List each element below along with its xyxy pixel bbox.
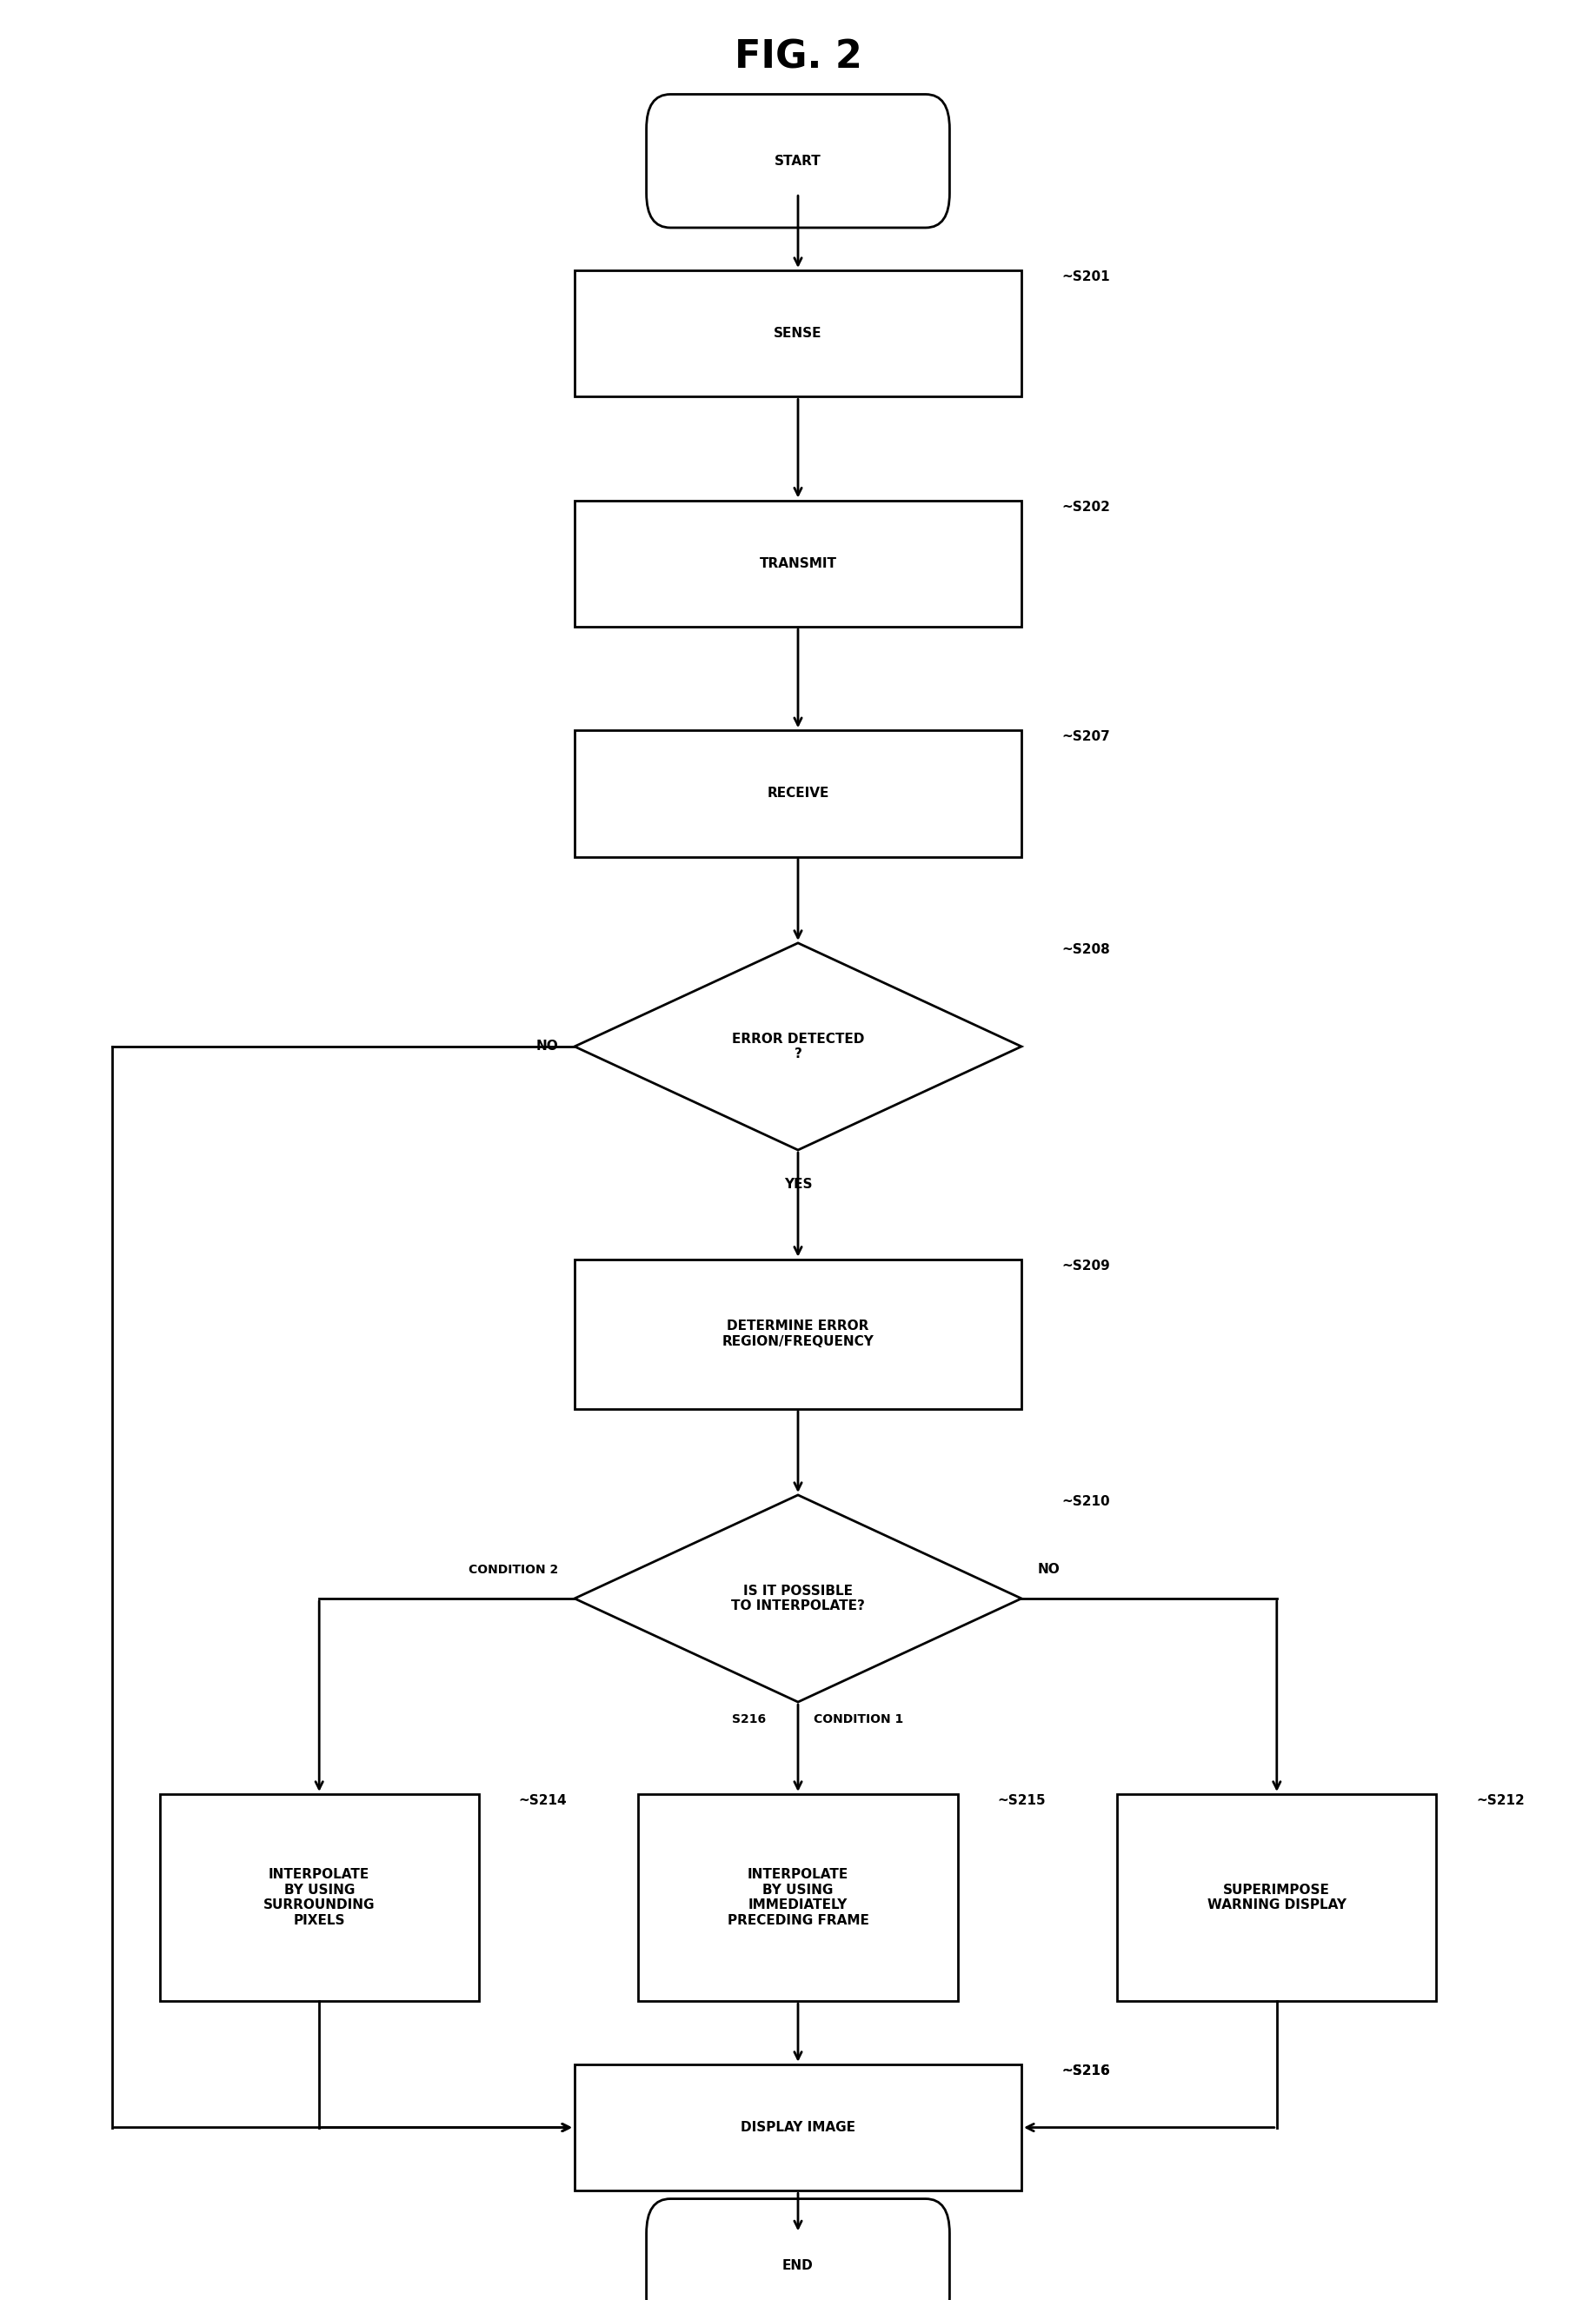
Text: DETERMINE ERROR
REGION/FREQUENCY: DETERMINE ERROR REGION/FREQUENCY	[721, 1320, 875, 1348]
Bar	[1117, 1794, 1436, 2001]
Text: INTERPOLATE
BY USING
SURROUNDING
PIXELS: INTERPOLATE BY USING SURROUNDING PIXELS	[263, 1868, 375, 1927]
FancyBboxPatch shape	[646, 2199, 950, 2300]
Text: TRANSMIT: TRANSMIT	[760, 557, 836, 570]
Text: ERROR DETECTED
?: ERROR DETECTED ?	[733, 1033, 863, 1060]
Text: ~S216: ~S216	[1061, 2065, 1109, 2077]
Bar	[638, 1794, 958, 2001]
Bar	[575, 2065, 1021, 2190]
Text: ~S201: ~S201	[1061, 271, 1109, 283]
Text: ~S214: ~S214	[519, 1794, 567, 1808]
Text: ~S212: ~S212	[1476, 1794, 1524, 1808]
Text: NO: NO	[536, 1040, 559, 1053]
Text: ~S215: ~S215	[998, 1794, 1045, 1808]
Text: END: END	[782, 2259, 814, 2272]
Bar	[575, 1260, 1021, 1408]
Text: SENSE: SENSE	[774, 327, 822, 340]
Polygon shape	[575, 1495, 1021, 1702]
Text: S216: S216	[733, 1714, 766, 1725]
Bar	[575, 269, 1021, 396]
Text: ~S207: ~S207	[1061, 731, 1109, 743]
Text: ~S208: ~S208	[1061, 943, 1109, 957]
Bar	[160, 1794, 479, 2001]
Text: ~S210: ~S210	[1061, 1495, 1109, 1509]
Text: INTERPOLATE
BY USING
IMMEDIATELY
PRECEDING FRAME: INTERPOLATE BY USING IMMEDIATELY PRECEDI…	[728, 1868, 868, 1927]
Text: SUPERIMPOSE
WARNING DISPLAY: SUPERIMPOSE WARNING DISPLAY	[1207, 1884, 1347, 1911]
Text: ~S216: ~S216	[1061, 2065, 1109, 2077]
Bar	[575, 499, 1021, 626]
Text: YES: YES	[784, 1178, 812, 1191]
Text: IS IT POSSIBLE
TO INTERPOLATE?: IS IT POSSIBLE TO INTERPOLATE?	[731, 1585, 865, 1612]
Text: DISPLAY IMAGE: DISPLAY IMAGE	[741, 2121, 855, 2134]
Text: CONDITION 2: CONDITION 2	[469, 1564, 559, 1576]
Text: FIG. 2: FIG. 2	[734, 39, 862, 76]
Bar	[575, 729, 1021, 856]
Text: START: START	[774, 154, 822, 168]
Text: ~S202: ~S202	[1061, 501, 1109, 513]
Text: NO: NO	[1037, 1562, 1060, 1576]
Text: ~S209: ~S209	[1061, 1260, 1109, 1272]
FancyBboxPatch shape	[646, 94, 950, 228]
Text: RECEIVE: RECEIVE	[768, 787, 828, 800]
Polygon shape	[575, 943, 1021, 1150]
Text: CONDITION 1: CONDITION 1	[814, 1714, 903, 1725]
